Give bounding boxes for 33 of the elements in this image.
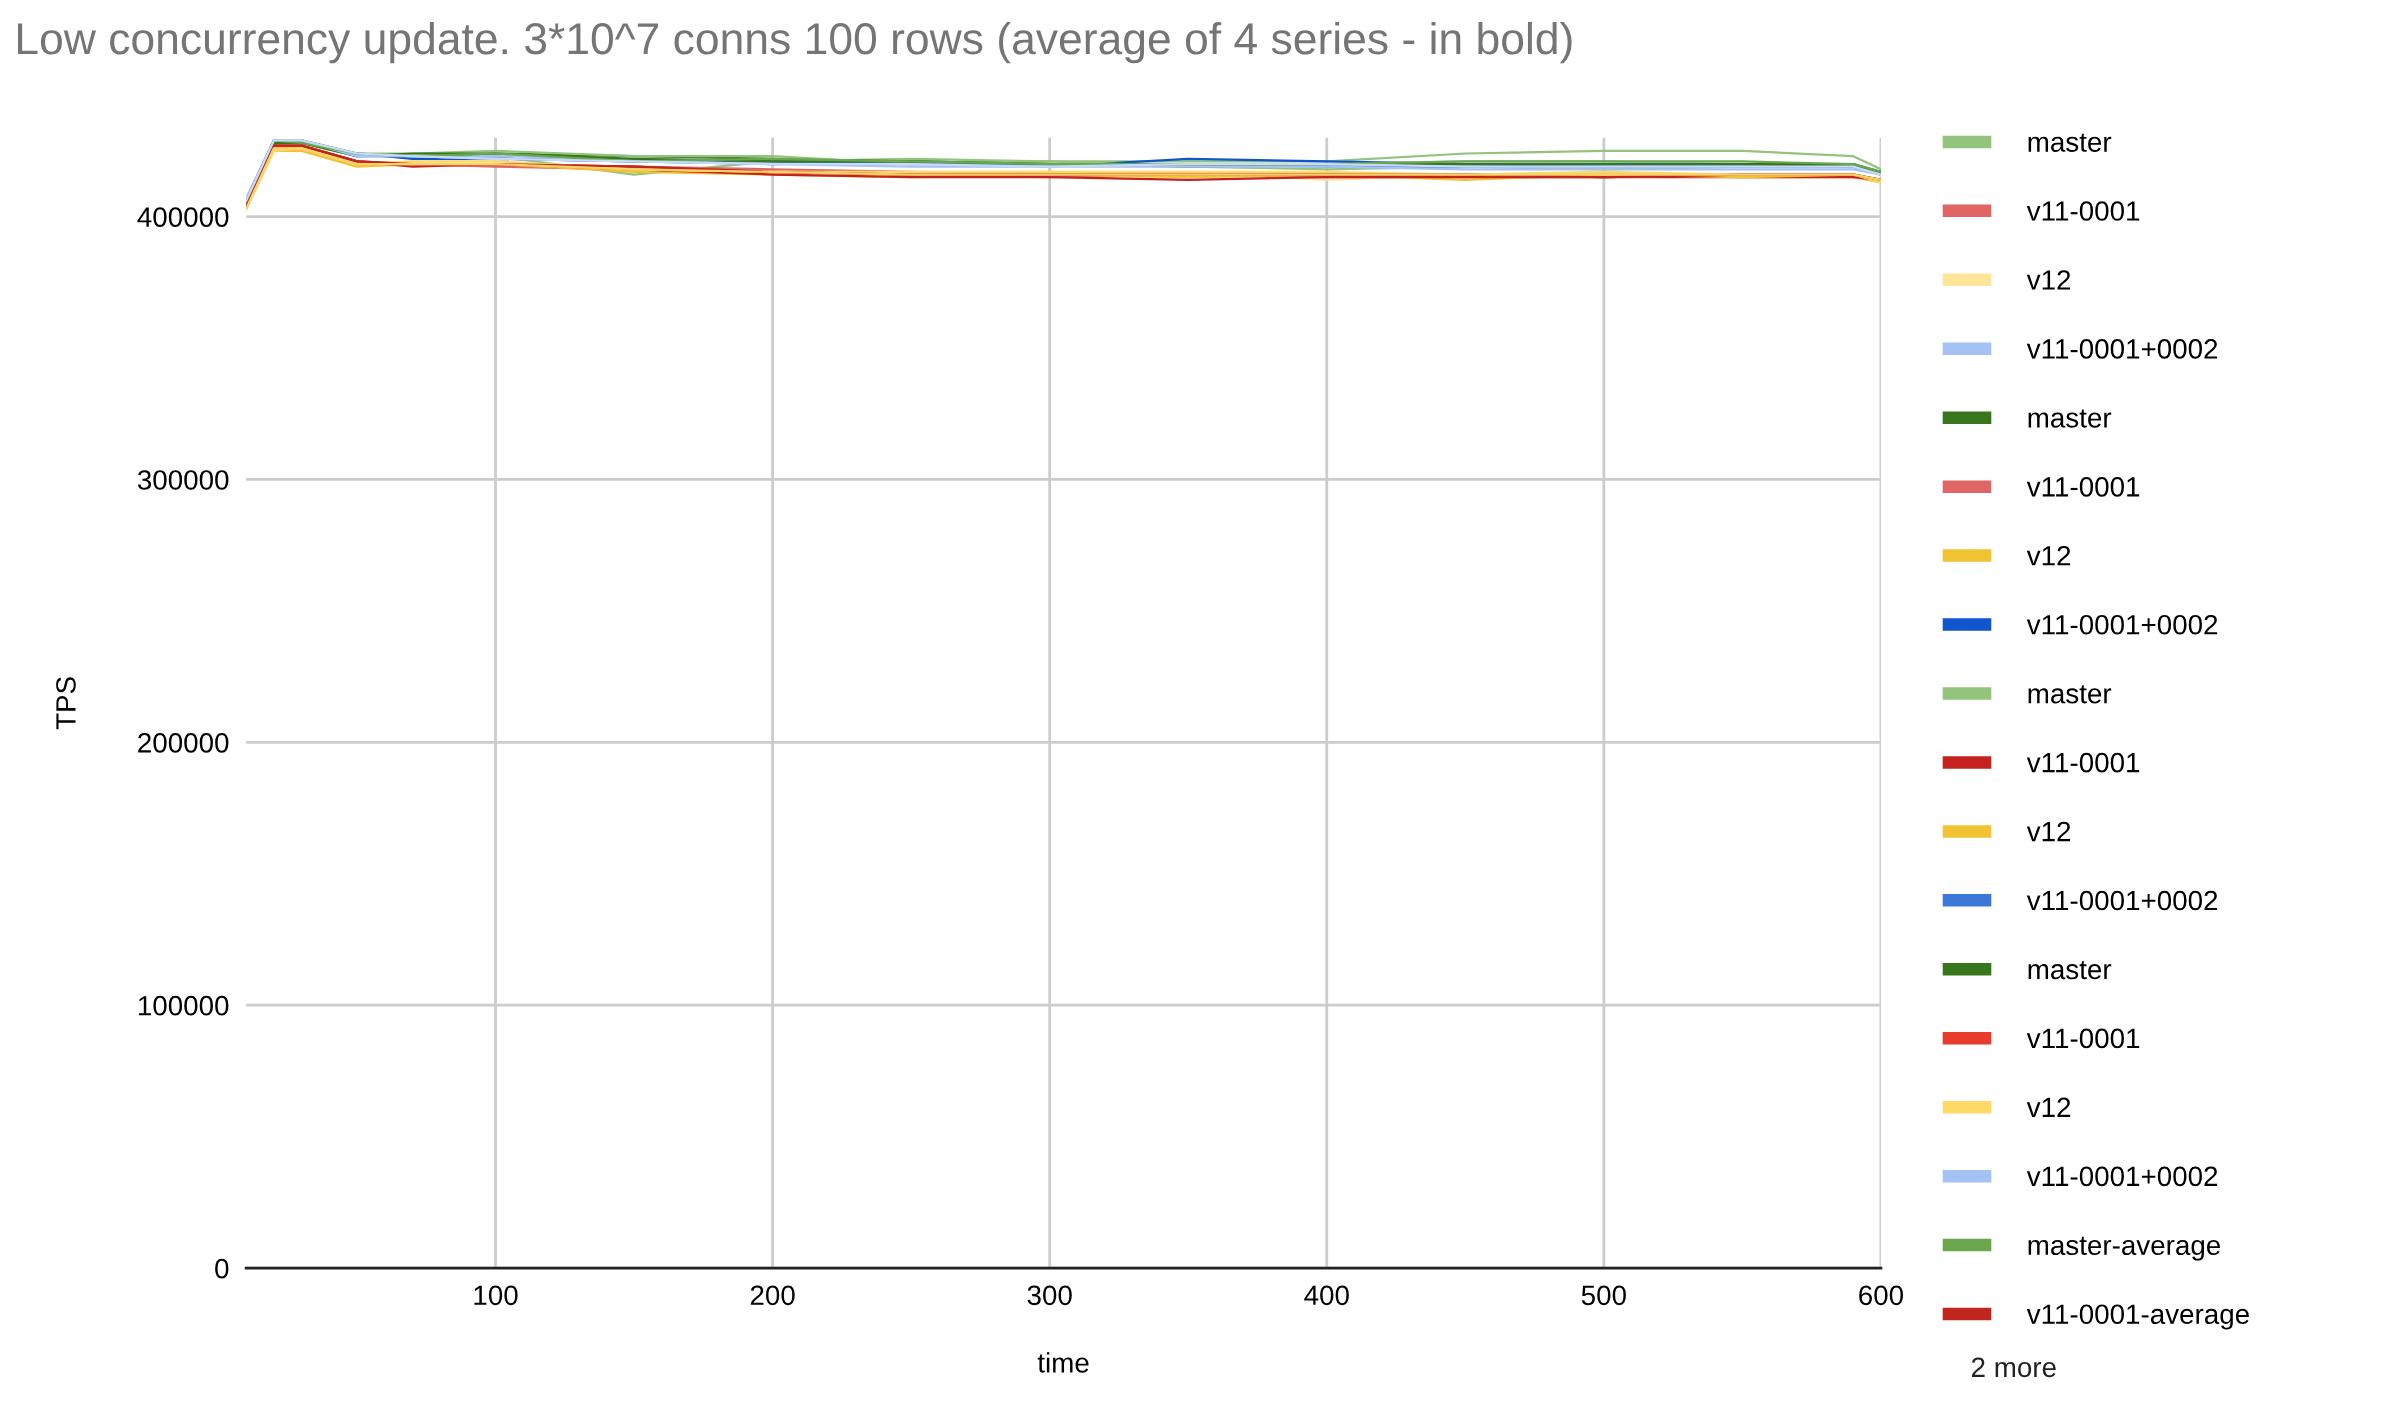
x-tick-label: 200 bbox=[750, 1285, 795, 1306]
x-tick-label: 400 bbox=[1304, 1285, 1349, 1306]
x-tick-label: 600 bbox=[1859, 1285, 1904, 1306]
text: 2 more bbox=[1971, 1357, 2056, 1378]
y-tick-label: 400000 bbox=[137, 207, 229, 227]
legend-label: v11-0001 bbox=[2026, 752, 2140, 773]
legend-label: v12 bbox=[2026, 270, 2071, 290]
y-tick-label: 100000 bbox=[138, 995, 229, 1016]
legend-label: v12 bbox=[2026, 1097, 2071, 1117]
legend-label: v11-0001 bbox=[2026, 476, 2140, 497]
x-tick-label: 100 bbox=[474, 1285, 518, 1306]
legend-label: master-average bbox=[2028, 1236, 2221, 1261]
legend-label: v11-0001 bbox=[2026, 201, 2140, 221]
x-tick-label: 500 bbox=[1581, 1285, 1626, 1306]
legend-label: v11-0001+0002 bbox=[2026, 1166, 2218, 1187]
legend-label: v11-0001+0002 bbox=[2026, 890, 2218, 911]
x-axis-title: time bbox=[1037, 1352, 1089, 1373]
legend-label: v11-0001 bbox=[2026, 1028, 2140, 1049]
legend-label: v11-0001+0002 bbox=[2026, 339, 2218, 359]
chart-title: Low concurrency update. 3*10^7 conns 100 rows (average of 4 series - in bold) bbox=[17, 21, 1572, 64]
legend-label: v11-0001+0002 bbox=[2026, 614, 2218, 635]
legend-label: master bbox=[2028, 133, 2112, 152]
y-tick-label: 0 bbox=[215, 1258, 229, 1279]
legend-label: v12 bbox=[2026, 545, 2071, 566]
legend-label: master bbox=[2028, 409, 2112, 428]
legend-label: v11-0001-average bbox=[2026, 1304, 2249, 1330]
y-axis-title: TPS bbox=[56, 677, 76, 730]
y-tick-label: 200000 bbox=[138, 733, 229, 753]
x-tick-label: 300 bbox=[1027, 1285, 1072, 1306]
legend-label: master bbox=[2028, 685, 2112, 704]
legend-label: master bbox=[2028, 961, 2112, 980]
y-tick-label: 300000 bbox=[137, 470, 229, 490]
legend-label: v12 bbox=[2026, 821, 2071, 842]
